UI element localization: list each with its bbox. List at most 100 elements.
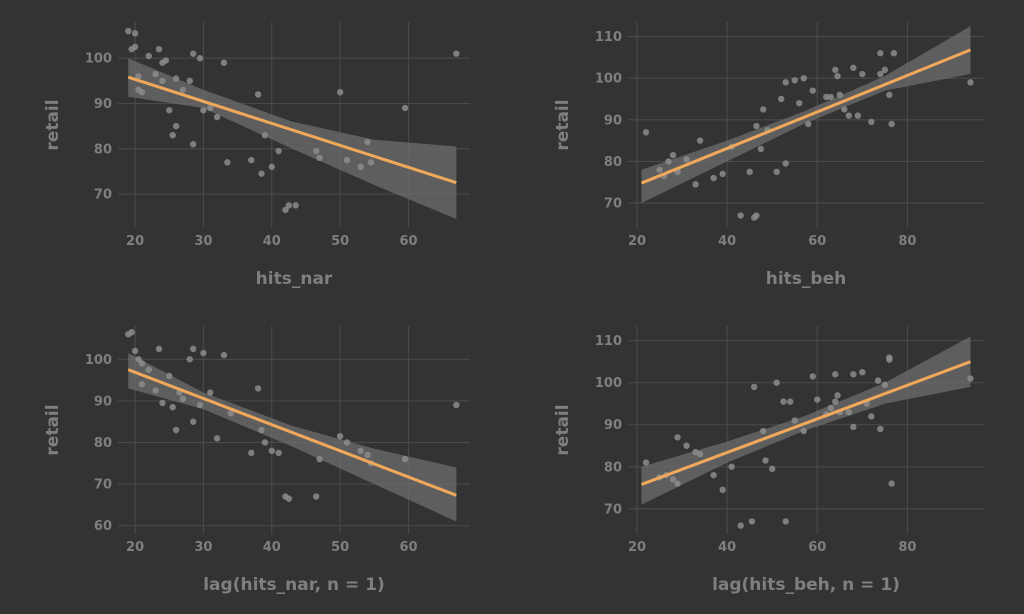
x-tick-label: 60 [808, 540, 826, 555]
data-point [367, 159, 375, 166]
data-point [710, 174, 717, 182]
regression-line [127, 368, 457, 497]
data-point [669, 151, 677, 159]
data-point [850, 64, 857, 71]
data-point [186, 77, 193, 85]
data-point [125, 27, 132, 35]
x-tick-label: 80 [898, 540, 916, 555]
data-point [832, 66, 839, 74]
data-point [832, 371, 839, 378]
data-point [827, 404, 834, 412]
y-tick-label: 80 [94, 142, 112, 157]
data-point [759, 106, 767, 113]
data-point [207, 104, 214, 112]
y-tick-label: 90 [94, 97, 112, 112]
data-point [787, 398, 794, 405]
data-point [169, 131, 176, 139]
data-point [343, 156, 351, 164]
data-point [145, 366, 152, 373]
data-point [834, 72, 841, 80]
data-point [750, 383, 758, 391]
y-tick-label: 90 [604, 418, 622, 433]
data-point [692, 181, 699, 188]
data-point [316, 455, 323, 463]
data-point [669, 476, 677, 483]
data-point [189, 418, 197, 425]
data-point [189, 50, 197, 57]
data-point [827, 93, 834, 101]
x-tick-label: 60 [399, 234, 417, 249]
data-point [719, 486, 726, 494]
data-point [275, 147, 282, 155]
data-point [213, 435, 221, 442]
data-point [261, 131, 269, 139]
data-point [836, 91, 843, 99]
regression-line [640, 48, 972, 185]
data-point [186, 356, 193, 363]
y-tick-label: 90 [94, 394, 112, 409]
x-tick-label: 40 [263, 540, 281, 555]
data-point [166, 107, 173, 114]
y-tick-label: 70 [94, 188, 112, 203]
data-point [313, 147, 320, 155]
data-point [224, 159, 231, 166]
data-point [152, 70, 159, 78]
data-point [877, 425, 884, 433]
confidence-band [641, 26, 971, 204]
y-tick-label: 70 [94, 478, 112, 493]
data-point [282, 206, 289, 214]
data-point [131, 347, 139, 355]
x-tick-label: 80 [898, 234, 916, 249]
x-tick-label: 50 [331, 234, 349, 249]
data-point [832, 398, 839, 405]
data-point [845, 408, 853, 416]
data-point [200, 349, 207, 357]
data-point [748, 518, 756, 525]
x-tick-label: 20 [126, 234, 144, 249]
data-point [254, 91, 262, 98]
data-point [656, 166, 663, 173]
data-point [172, 122, 180, 130]
y-tick-label: 90 [604, 113, 622, 128]
data-point [696, 450, 704, 458]
data-point [196, 401, 204, 409]
data-point [868, 413, 875, 420]
y-tick-label: 100 [85, 52, 112, 67]
data-point [834, 392, 841, 399]
data-point [886, 91, 893, 99]
data-point [169, 403, 176, 411]
data-point [343, 439, 351, 446]
data-point [179, 86, 187, 94]
x-axis-label: lag(hits_beh, n = 1) [712, 575, 900, 595]
confidence-band [128, 353, 457, 522]
x-tick-label: 50 [331, 540, 349, 555]
data-point [886, 354, 893, 361]
x-tick-label: 60 [399, 540, 417, 555]
panel-2: 20 40 60 80 70 80 90 100 110 hits_beh retail [553, 22, 984, 289]
x-tick-label: 20 [628, 234, 646, 249]
y-tick-label: 110 [595, 334, 622, 349]
x-tick-label: 60 [808, 234, 826, 249]
data-point [888, 480, 895, 487]
x-tick-label: 40 [718, 234, 736, 249]
data-point [313, 493, 320, 500]
data-point [336, 433, 344, 440]
data-point [196, 55, 204, 62]
data-point [877, 70, 884, 78]
y-axis-label: retail [553, 99, 573, 150]
data-point [220, 59, 228, 66]
data-point [859, 70, 866, 78]
data-point [179, 395, 187, 402]
data-point [780, 398, 787, 405]
data-point [800, 427, 807, 435]
panel-3: 20 30 40 50 60 60 70 80 90 100 lag(hits_nar, n = 1… [43, 326, 470, 595]
data-point [719, 170, 726, 178]
data-point [166, 372, 173, 380]
x-tick-label: 40 [718, 540, 736, 555]
y-tick-label: 80 [604, 460, 622, 475]
regression-line [127, 75, 457, 185]
data-point [778, 95, 785, 103]
data-point [759, 427, 767, 435]
data-point [773, 379, 780, 386]
data-point [138, 381, 146, 388]
